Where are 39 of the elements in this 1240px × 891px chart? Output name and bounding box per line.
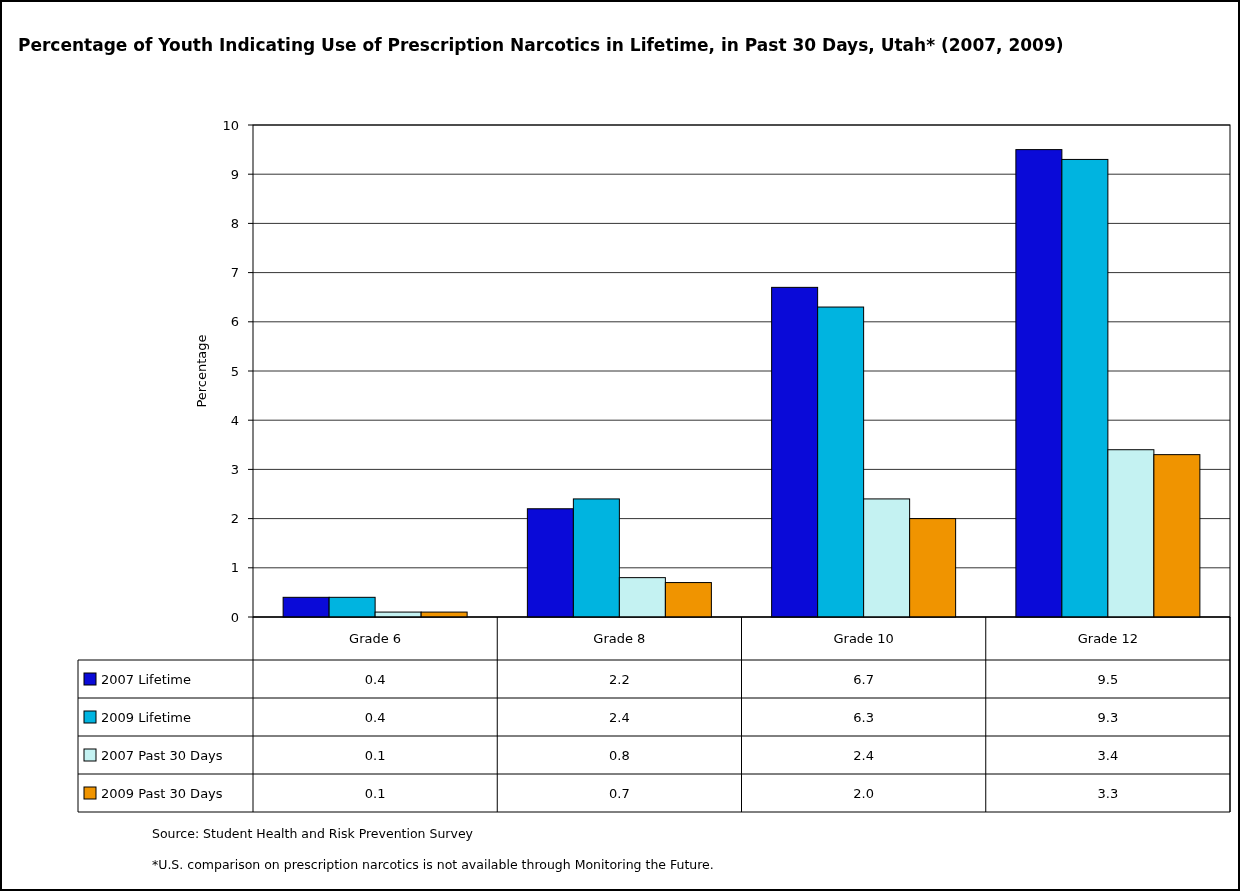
chart-title: Percentage of Youth Indicating Use of Prescription Narcotics in Lifetime, in Past 30 Days, Utah* (2007, 2009) [18, 35, 1064, 55]
y-tick-label: 8 [230, 215, 239, 231]
y-tick-label: 3 [230, 461, 239, 477]
legend-label: 2007 Past 30 Days [101, 747, 223, 763]
y-tick-label: 5 [230, 363, 239, 379]
x-tick-label: Grade 6 [349, 631, 402, 647]
y-tick-label: 2 [230, 511, 239, 527]
data-label: 9.5 [1097, 671, 1119, 687]
x-tick-label: Grade 10 [833, 631, 894, 647]
data-label: 3.3 [1097, 785, 1119, 801]
y-tick-label: 9 [230, 166, 239, 182]
y-tick-label: 0 [230, 609, 239, 625]
text: *U.S. comparison on prescription narcotics is not available through Monitoring the Future. [152, 857, 714, 873]
y-tick-label: 1 [230, 560, 239, 576]
y-axis-title: Percentage [194, 334, 209, 408]
y-tick-label: 6 [230, 314, 239, 330]
data-label: 0.4 [364, 671, 386, 687]
data-label: 9.3 [1097, 709, 1119, 725]
legend-label: 2009 Past 30 Days [101, 785, 223, 801]
x-tick-label: Grade 12 [1077, 631, 1139, 647]
y-tick-label: 10 [222, 117, 239, 133]
data-label: 2.2 [609, 671, 630, 687]
data-label: 0.1 [364, 747, 386, 763]
data-label: 2.4 [609, 709, 630, 725]
data-label: 3.4 [1097, 747, 1119, 763]
x-tick-label: Grade 8 [593, 631, 646, 647]
data-label: 6.7 [853, 671, 874, 687]
source-note: Source: Student Health and Risk Prevention Survey [152, 826, 474, 842]
data-label: 0.7 [609, 785, 630, 801]
legend-label: 2009 Lifetime [101, 709, 192, 725]
data-label: 2.0 [853, 785, 874, 801]
y-tick-label: 4 [230, 412, 239, 428]
data-label: 2.4 [853, 747, 874, 763]
y-tick-label: 7 [230, 265, 239, 281]
data-label: 6.3 [853, 709, 874, 725]
data-label: 0.1 [364, 785, 386, 801]
data-label: 0.4 [364, 709, 386, 725]
data-label: 0.8 [609, 747, 630, 763]
legend-label: 2007 Lifetime [101, 671, 192, 687]
